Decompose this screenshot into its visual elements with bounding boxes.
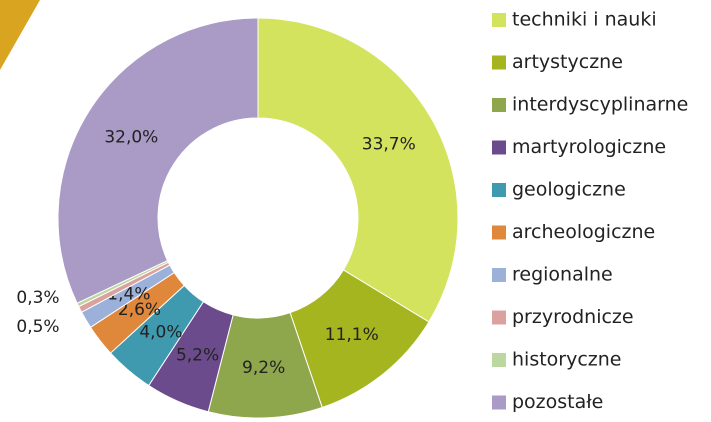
data-label: 0,5% <box>16 317 59 337</box>
legend-label: przyrodnicze <box>512 306 634 328</box>
data-label: 32,0% <box>104 128 158 148</box>
legend-label: geologiczne <box>512 179 626 201</box>
legend-swatch <box>492 268 506 282</box>
legend-swatch <box>492 353 506 367</box>
donut-slice <box>57 17 259 304</box>
donut-slice <box>257 17 459 323</box>
data-label: 5,2% <box>176 345 219 365</box>
legend-label: interdyscyplinarne <box>512 94 688 116</box>
legend-label: techniki i nauki <box>512 9 657 31</box>
legend-label: martyrologiczne <box>512 136 666 158</box>
legend-label: artystyczne <box>512 51 623 73</box>
legend-swatch <box>492 183 506 197</box>
legend-swatch <box>492 98 506 112</box>
data-label: 33,7% <box>362 135 416 155</box>
legend-label: archeologiczne <box>512 221 655 243</box>
legend-swatch <box>492 55 506 70</box>
decoration <box>0 0 40 70</box>
data-label: 9,2% <box>242 358 285 378</box>
data-label: 0,3% <box>16 288 59 308</box>
data-label: 4,0% <box>139 322 182 342</box>
legend-swatch <box>492 13 506 27</box>
legend-label: regionalne <box>512 264 613 286</box>
legend-label: pozostałe <box>512 391 603 413</box>
legend-label: historyczne <box>512 349 622 371</box>
legend-swatch <box>492 310 506 325</box>
legend-swatch <box>492 395 506 410</box>
legend-swatch <box>492 225 506 240</box>
legend-swatch <box>492 140 506 155</box>
data-label: 2,6% <box>118 300 161 320</box>
data-label: 11,1% <box>325 325 379 345</box>
